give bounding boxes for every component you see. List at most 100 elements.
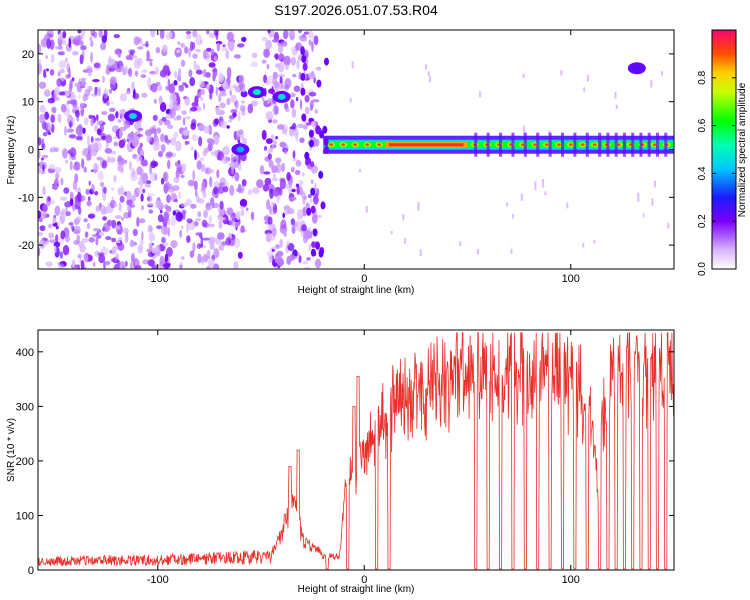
heatmap-cell — [76, 117, 80, 122]
heatmap-cell — [87, 135, 90, 146]
heatmap-cell — [230, 153, 234, 164]
heatmap-cell — [199, 39, 203, 45]
snr-y-tick-label: 100 — [16, 510, 34, 522]
heatmap-cell — [226, 31, 234, 42]
heatmap-cell — [53, 183, 58, 191]
heatmap-cell — [237, 111, 241, 122]
heatmap-cell — [191, 134, 199, 142]
heatmap-cell — [84, 254, 89, 263]
heatmap-cell — [55, 172, 60, 180]
heatmap-cell — [206, 53, 210, 59]
heatmap-cell — [202, 237, 210, 241]
heatmap-cell — [316, 79, 322, 88]
heatmap-cell — [301, 113, 307, 122]
heatmap-cell — [80, 103, 85, 108]
heatmap-cell — [276, 258, 285, 267]
heatmap-cell — [291, 226, 296, 234]
heatmap-cell — [189, 77, 196, 87]
heatmap-cell — [222, 145, 230, 156]
heatmap-cell — [65, 159, 68, 164]
heatmap-cell — [301, 172, 305, 177]
heatmap-cell — [69, 79, 73, 89]
heatmap-cell — [256, 179, 264, 189]
heatmap-cell — [318, 249, 324, 258]
heatmap-cell — [228, 85, 234, 91]
heatmap-cell — [88, 237, 95, 243]
heatmap-cell — [49, 239, 57, 244]
heatmap-cell — [231, 165, 234, 176]
heatmap-cell — [74, 161, 81, 171]
heatmap-cell — [182, 82, 187, 86]
heatmap-cell — [218, 182, 225, 187]
heatmap-cell — [182, 117, 186, 126]
heatmap-cell — [54, 166, 62, 173]
heatmap-cell — [201, 219, 208, 228]
heatmap-cell — [62, 30, 67, 39]
heatmap-cell — [86, 65, 91, 70]
heatmap-cell — [129, 239, 135, 248]
heatmap-cell — [285, 64, 289, 70]
heatmap-cell — [38, 67, 42, 76]
heatmap-cell — [94, 250, 100, 257]
heatmap-cell — [159, 209, 163, 214]
heatmap-cell — [271, 144, 275, 150]
heatmap-cell — [153, 262, 157, 266]
heatmap-cell — [476, 249, 479, 255]
heatmap-cell — [88, 196, 91, 202]
heatmap-cell — [138, 218, 146, 224]
heatmap-cell — [542, 179, 545, 188]
heatmap-cell — [283, 228, 287, 237]
heatmap-cell — [170, 215, 177, 227]
heatmap-cell — [134, 265, 142, 269]
heatmap-cell — [199, 96, 204, 102]
heatmap-cell — [176, 162, 183, 174]
heatmap-cell — [145, 58, 154, 62]
heatmap-cell — [64, 125, 67, 136]
heatmap-cell — [92, 261, 96, 267]
spectrogram-y-tick-label: 10 — [22, 97, 34, 109]
heatmap-cell — [62, 148, 68, 159]
heatmap-cell — [266, 250, 274, 257]
heatmap-cell — [117, 161, 122, 169]
heatmap-cell — [106, 219, 113, 227]
heatmap-cell — [68, 134, 76, 139]
heatmap-cell — [282, 212, 286, 219]
heatmap-cell — [200, 89, 205, 95]
heatmap-spot — [236, 146, 245, 153]
heatmap-cell — [126, 198, 133, 206]
heatmap-cell — [72, 259, 76, 268]
heatmap-cell — [58, 263, 65, 269]
heatmap-cell — [289, 92, 296, 98]
colorbar-tick-label: 0.8 — [697, 70, 708, 84]
heatmap-cell — [54, 205, 61, 216]
heatmap-cell — [289, 196, 297, 201]
heatmap-cell — [70, 221, 74, 230]
heatmap-cell — [637, 192, 640, 202]
heatmap-cell — [147, 202, 155, 207]
heatmap-cell — [41, 157, 44, 161]
heatmap-cell — [166, 151, 173, 158]
heatmap-cell — [103, 260, 106, 269]
heatmap-cell — [180, 256, 185, 260]
heatmap-cell — [511, 214, 514, 219]
heatmap-cell — [113, 203, 118, 207]
heatmap-cell — [53, 147, 59, 152]
heatmap-cell — [266, 79, 269, 85]
heatmap-cell — [178, 264, 183, 269]
heatmap-cell — [64, 57, 69, 63]
heatmap-cell — [425, 64, 427, 70]
heatmap-cell — [310, 120, 316, 127]
heatmap-cell — [239, 198, 248, 208]
heatmap-cell — [295, 159, 302, 167]
heatmap-cell — [211, 203, 215, 209]
heatmap-cell — [417, 201, 420, 211]
heatmap-cell — [41, 143, 46, 150]
heatmap-cell — [132, 92, 140, 100]
heatmap-cell — [178, 191, 181, 200]
heatmap-cell — [164, 253, 169, 263]
heatmap-cell — [309, 198, 313, 204]
heatmap-cell — [213, 56, 218, 61]
heatmap-cell — [43, 89, 51, 97]
heatmap-cell — [111, 245, 117, 255]
heatmap-cell — [182, 129, 190, 136]
